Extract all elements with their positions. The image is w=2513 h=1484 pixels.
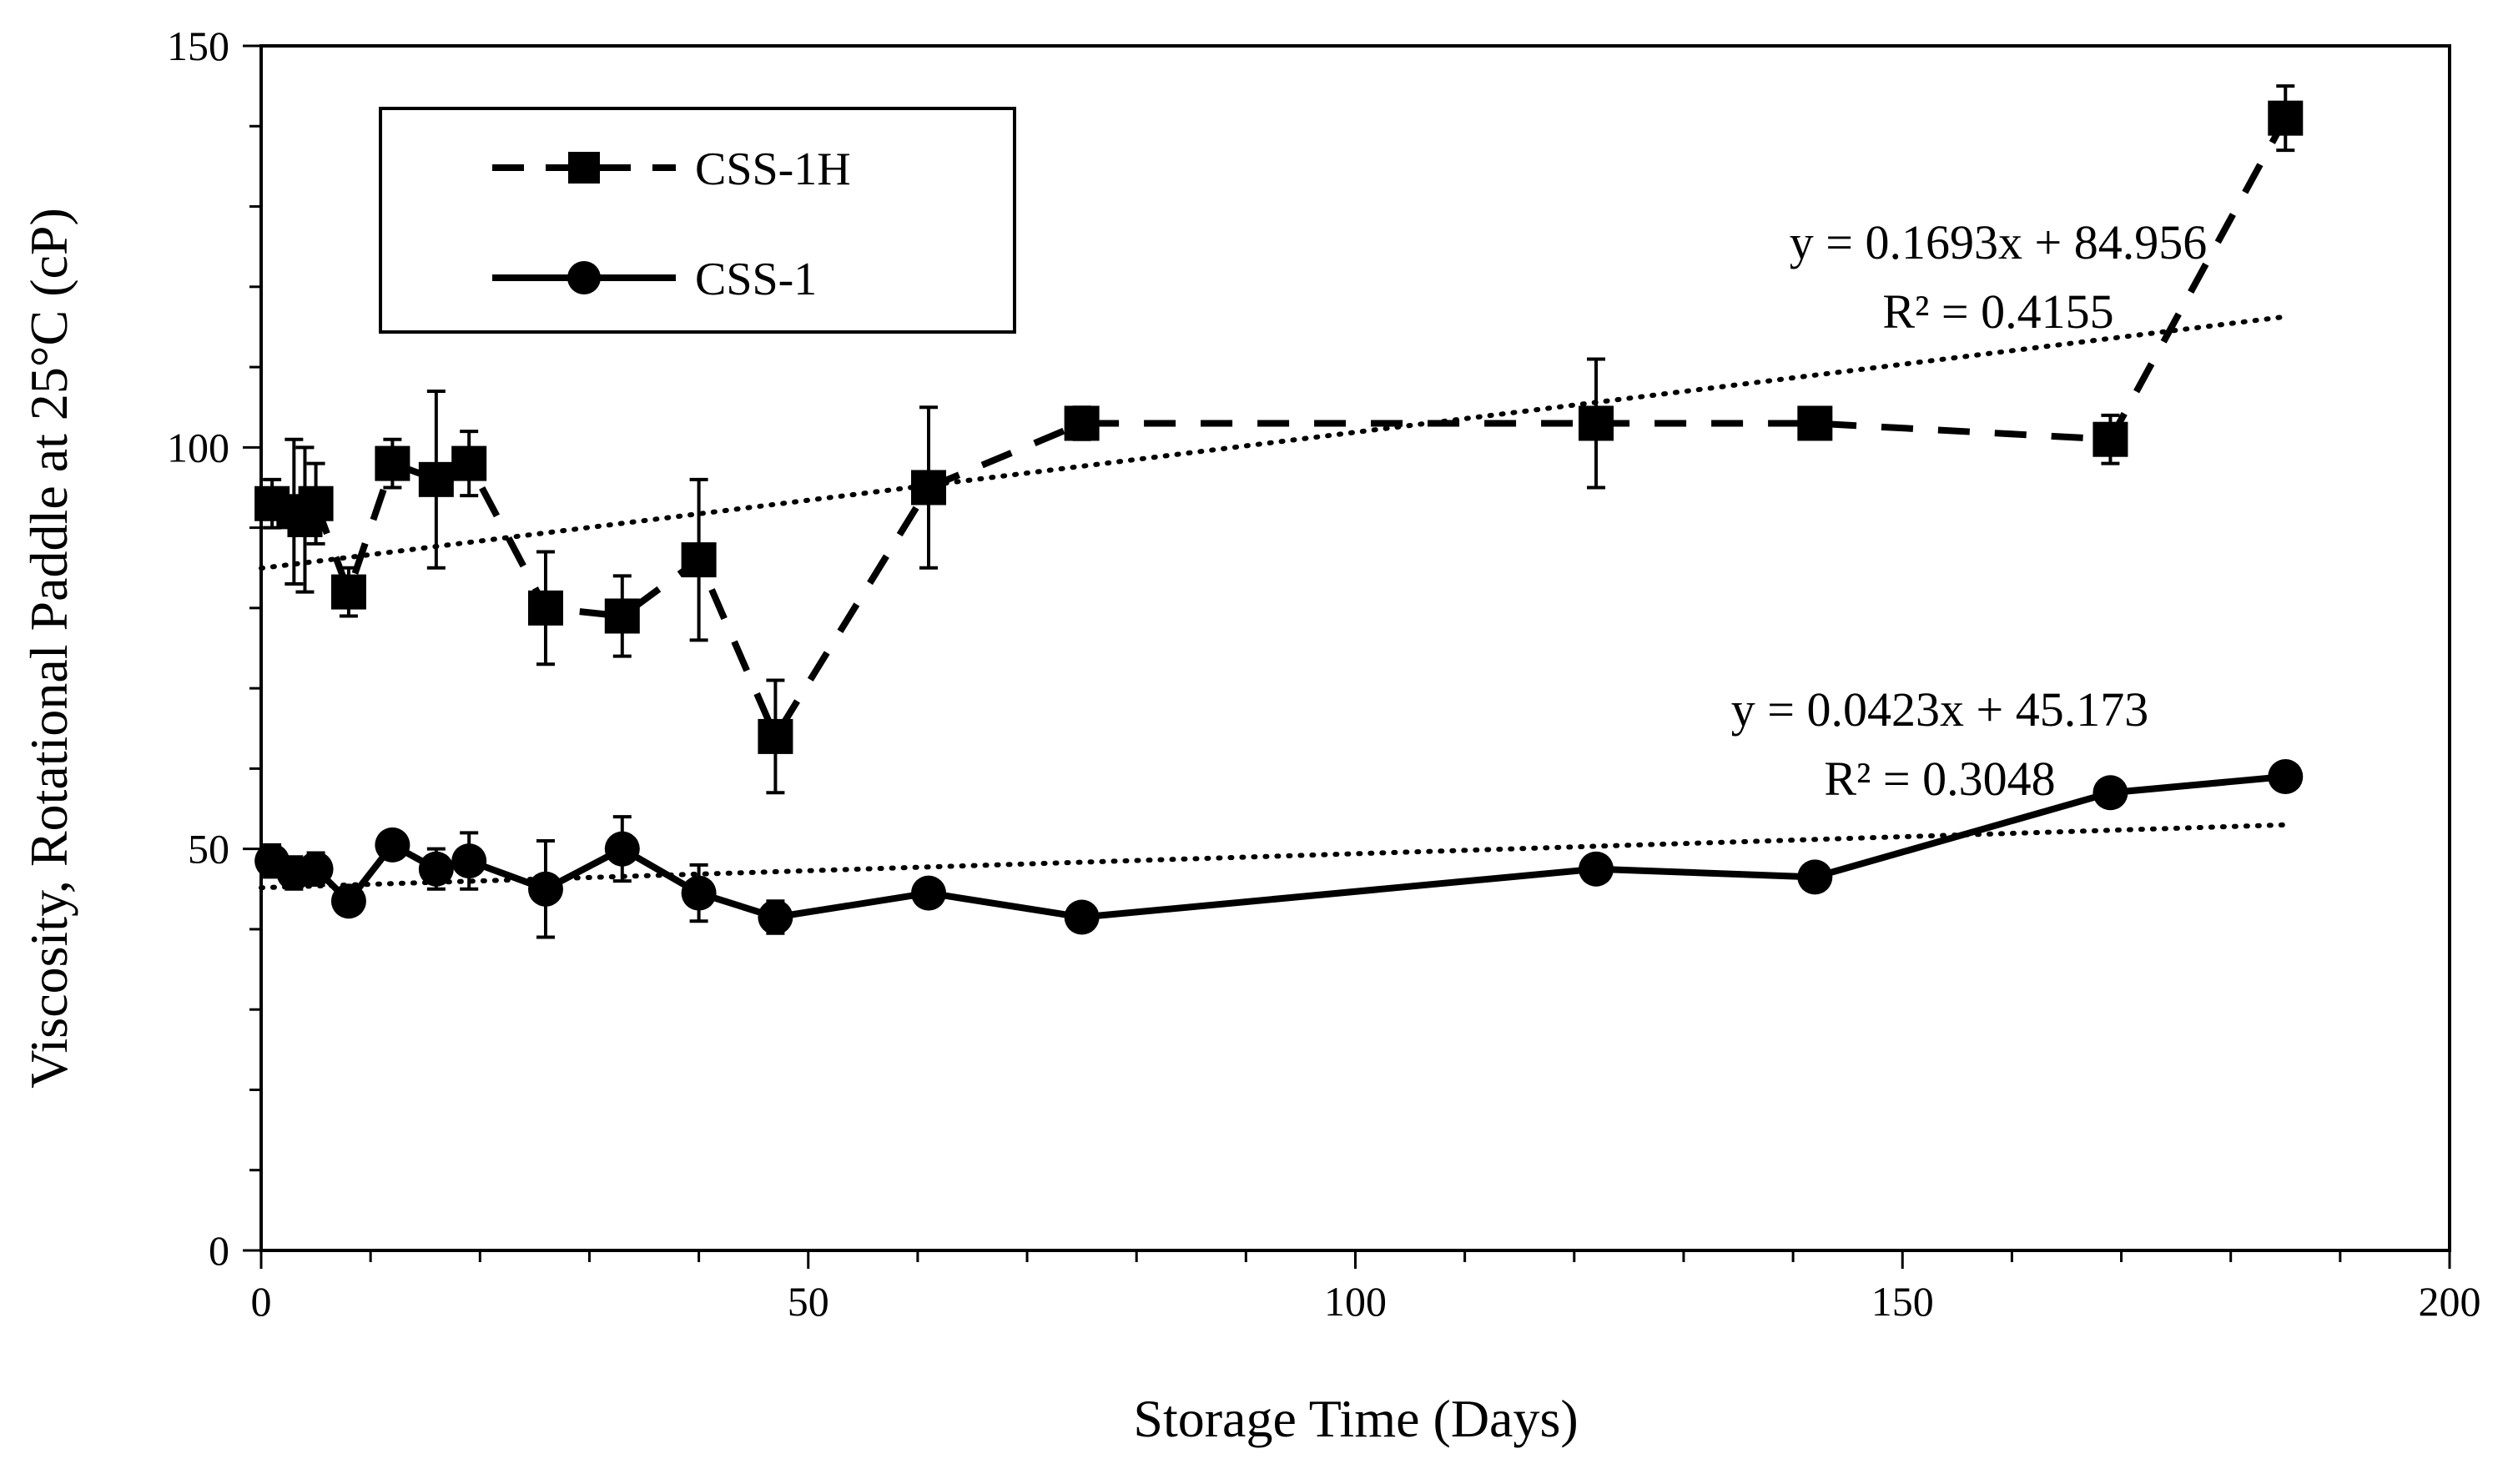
x-tick-label-200: 200 — [2419, 1278, 2481, 1325]
data-point — [330, 883, 366, 919]
legend-marker-css-1h — [568, 152, 600, 184]
series-layer — [254, 84, 2304, 939]
data-point — [527, 590, 563, 626]
y-axis-title: Viscosity, Rotational Paddle at 25°C (cP… — [19, 208, 78, 1089]
trend-equation-css-1h: y = 0.1693x + 84.956 — [1790, 215, 2207, 269]
data-point — [681, 875, 717, 911]
data-point — [330, 574, 366, 610]
trendline-css-1h — [259, 314, 2289, 571]
data-point — [2092, 775, 2128, 811]
data-point — [604, 831, 640, 867]
data-point — [298, 851, 334, 887]
legend-label-css-1h: CSS-1H — [695, 143, 851, 195]
data-point — [418, 461, 454, 497]
legend-entry-css-1h: CSS-1H — [492, 143, 851, 195]
data-point — [2268, 759, 2304, 795]
data-point — [298, 485, 334, 521]
data-point — [911, 875, 947, 911]
data-point — [451, 445, 487, 481]
trend-r2-css-1h: R² = 0.4155 — [1882, 284, 2113, 339]
data-point — [604, 598, 640, 634]
data-point — [2092, 421, 2128, 457]
y-tick-label-100: 100 — [167, 424, 229, 470]
data-point — [1797, 405, 1833, 441]
data-point — [418, 851, 454, 887]
data-point — [527, 871, 563, 907]
y-tick-label-150: 150 — [167, 23, 229, 69]
trendline-layer — [259, 314, 2289, 891]
x-axis-title: Storage Time (Days) — [1133, 1389, 1578, 1448]
series-css-1h — [254, 84, 2304, 795]
legend: CSS-1H CSS-1 — [379, 107, 1016, 334]
legend-label-css-1: CSS-1 — [695, 254, 817, 305]
data-point — [1797, 859, 1833, 895]
tick-layer: 0 50 100 150 200 0 50 100 150 — [167, 23, 2481, 1325]
data-point — [2268, 100, 2304, 136]
data-point — [758, 718, 793, 754]
legend-marker-css-1 — [567, 261, 601, 294]
trend-r2-css-1: R² = 0.3048 — [1824, 752, 2055, 806]
x-tick-label-50: 50 — [788, 1278, 829, 1325]
data-point — [1579, 851, 1614, 887]
data-point — [1064, 405, 1100, 441]
y-tick-label-0: 0 — [209, 1227, 229, 1274]
y-tick-label-50: 50 — [188, 826, 229, 873]
data-point — [911, 470, 947, 506]
legend-entry-css-1: CSS-1 — [492, 254, 817, 305]
data-point — [1064, 899, 1100, 935]
data-point — [375, 445, 410, 481]
data-point — [758, 899, 793, 935]
x-tick-label-0: 0 — [251, 1278, 272, 1325]
data-point — [681, 542, 717, 578]
series-css-1 — [254, 759, 2304, 939]
data-point — [1579, 405, 1614, 441]
x-tick-label-150: 150 — [1871, 1278, 1934, 1325]
data-point — [375, 827, 410, 863]
x-tick-label-100: 100 — [1324, 1278, 1387, 1325]
legend-box — [379, 107, 1016, 334]
data-point — [451, 843, 487, 879]
trendline-css-1 — [259, 822, 2289, 891]
trend-equation-css-1: y = 0.0423x + 45.173 — [1731, 682, 2148, 737]
